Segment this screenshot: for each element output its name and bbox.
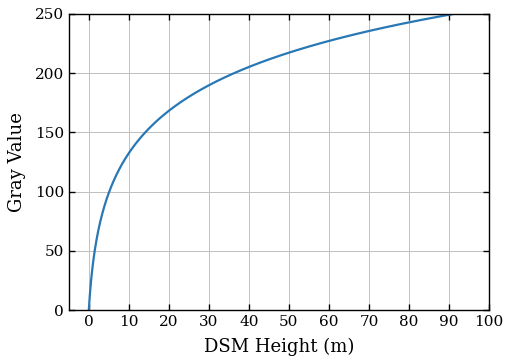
Y-axis label: Gray Value: Gray Value (8, 112, 26, 212)
X-axis label: DSM Height (m): DSM Height (m) (204, 337, 354, 356)
